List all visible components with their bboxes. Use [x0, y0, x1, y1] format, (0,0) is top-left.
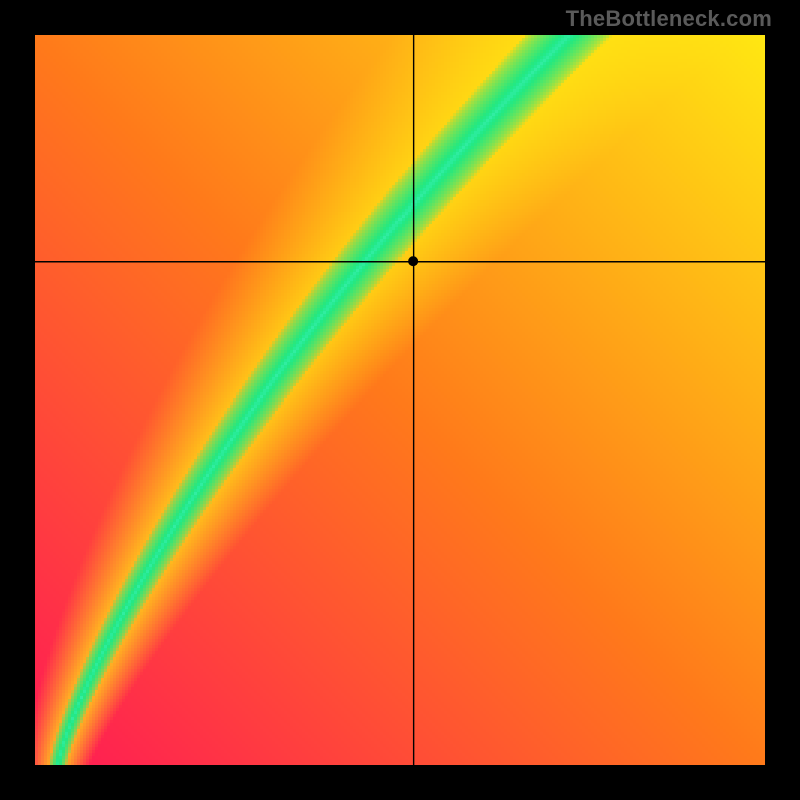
bottleneck-heatmap — [0, 0, 800, 800]
watermark-text: TheBottleneck.com — [566, 6, 772, 32]
